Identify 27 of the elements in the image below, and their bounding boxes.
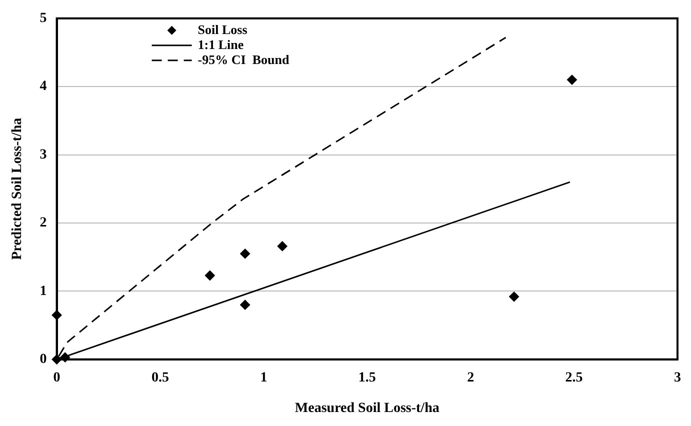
y-tick-label: 3 [40,147,47,162]
x-tick-label: 1 [260,370,268,386]
y-tick-label: 1 [40,284,47,299]
legend-label: Soil Loss [198,22,248,37]
point [240,248,250,259]
y-tick-label: 5 [40,11,47,26]
x-tick-label: 3 [674,370,681,386]
x-tick-label: 2 [467,370,474,386]
x-tick-label: 0.5 [152,370,169,386]
point [52,310,62,320]
y-tick-label: 4 [40,79,47,94]
point [60,352,70,362]
legend-label: -95% CI Bound [198,52,290,67]
x-axis-title: Measured Soil Loss-t/ha [294,401,440,416]
y-axis-title: Predicted Soil Loss-t/ha [10,118,26,260]
y-tick-label: 0 [40,352,47,368]
point [566,74,577,85]
point [509,292,520,302]
y-tick-label: 2 [40,216,47,231]
x-tick-label: 0 [53,370,60,386]
x-tick-label: 2.5 [565,370,583,386]
legend-label: 1:1 Line [198,36,244,52]
point [204,270,215,281]
point [240,300,250,310]
x-tick-label: 1.5 [358,370,376,386]
point [52,354,62,364]
point [277,241,288,252]
